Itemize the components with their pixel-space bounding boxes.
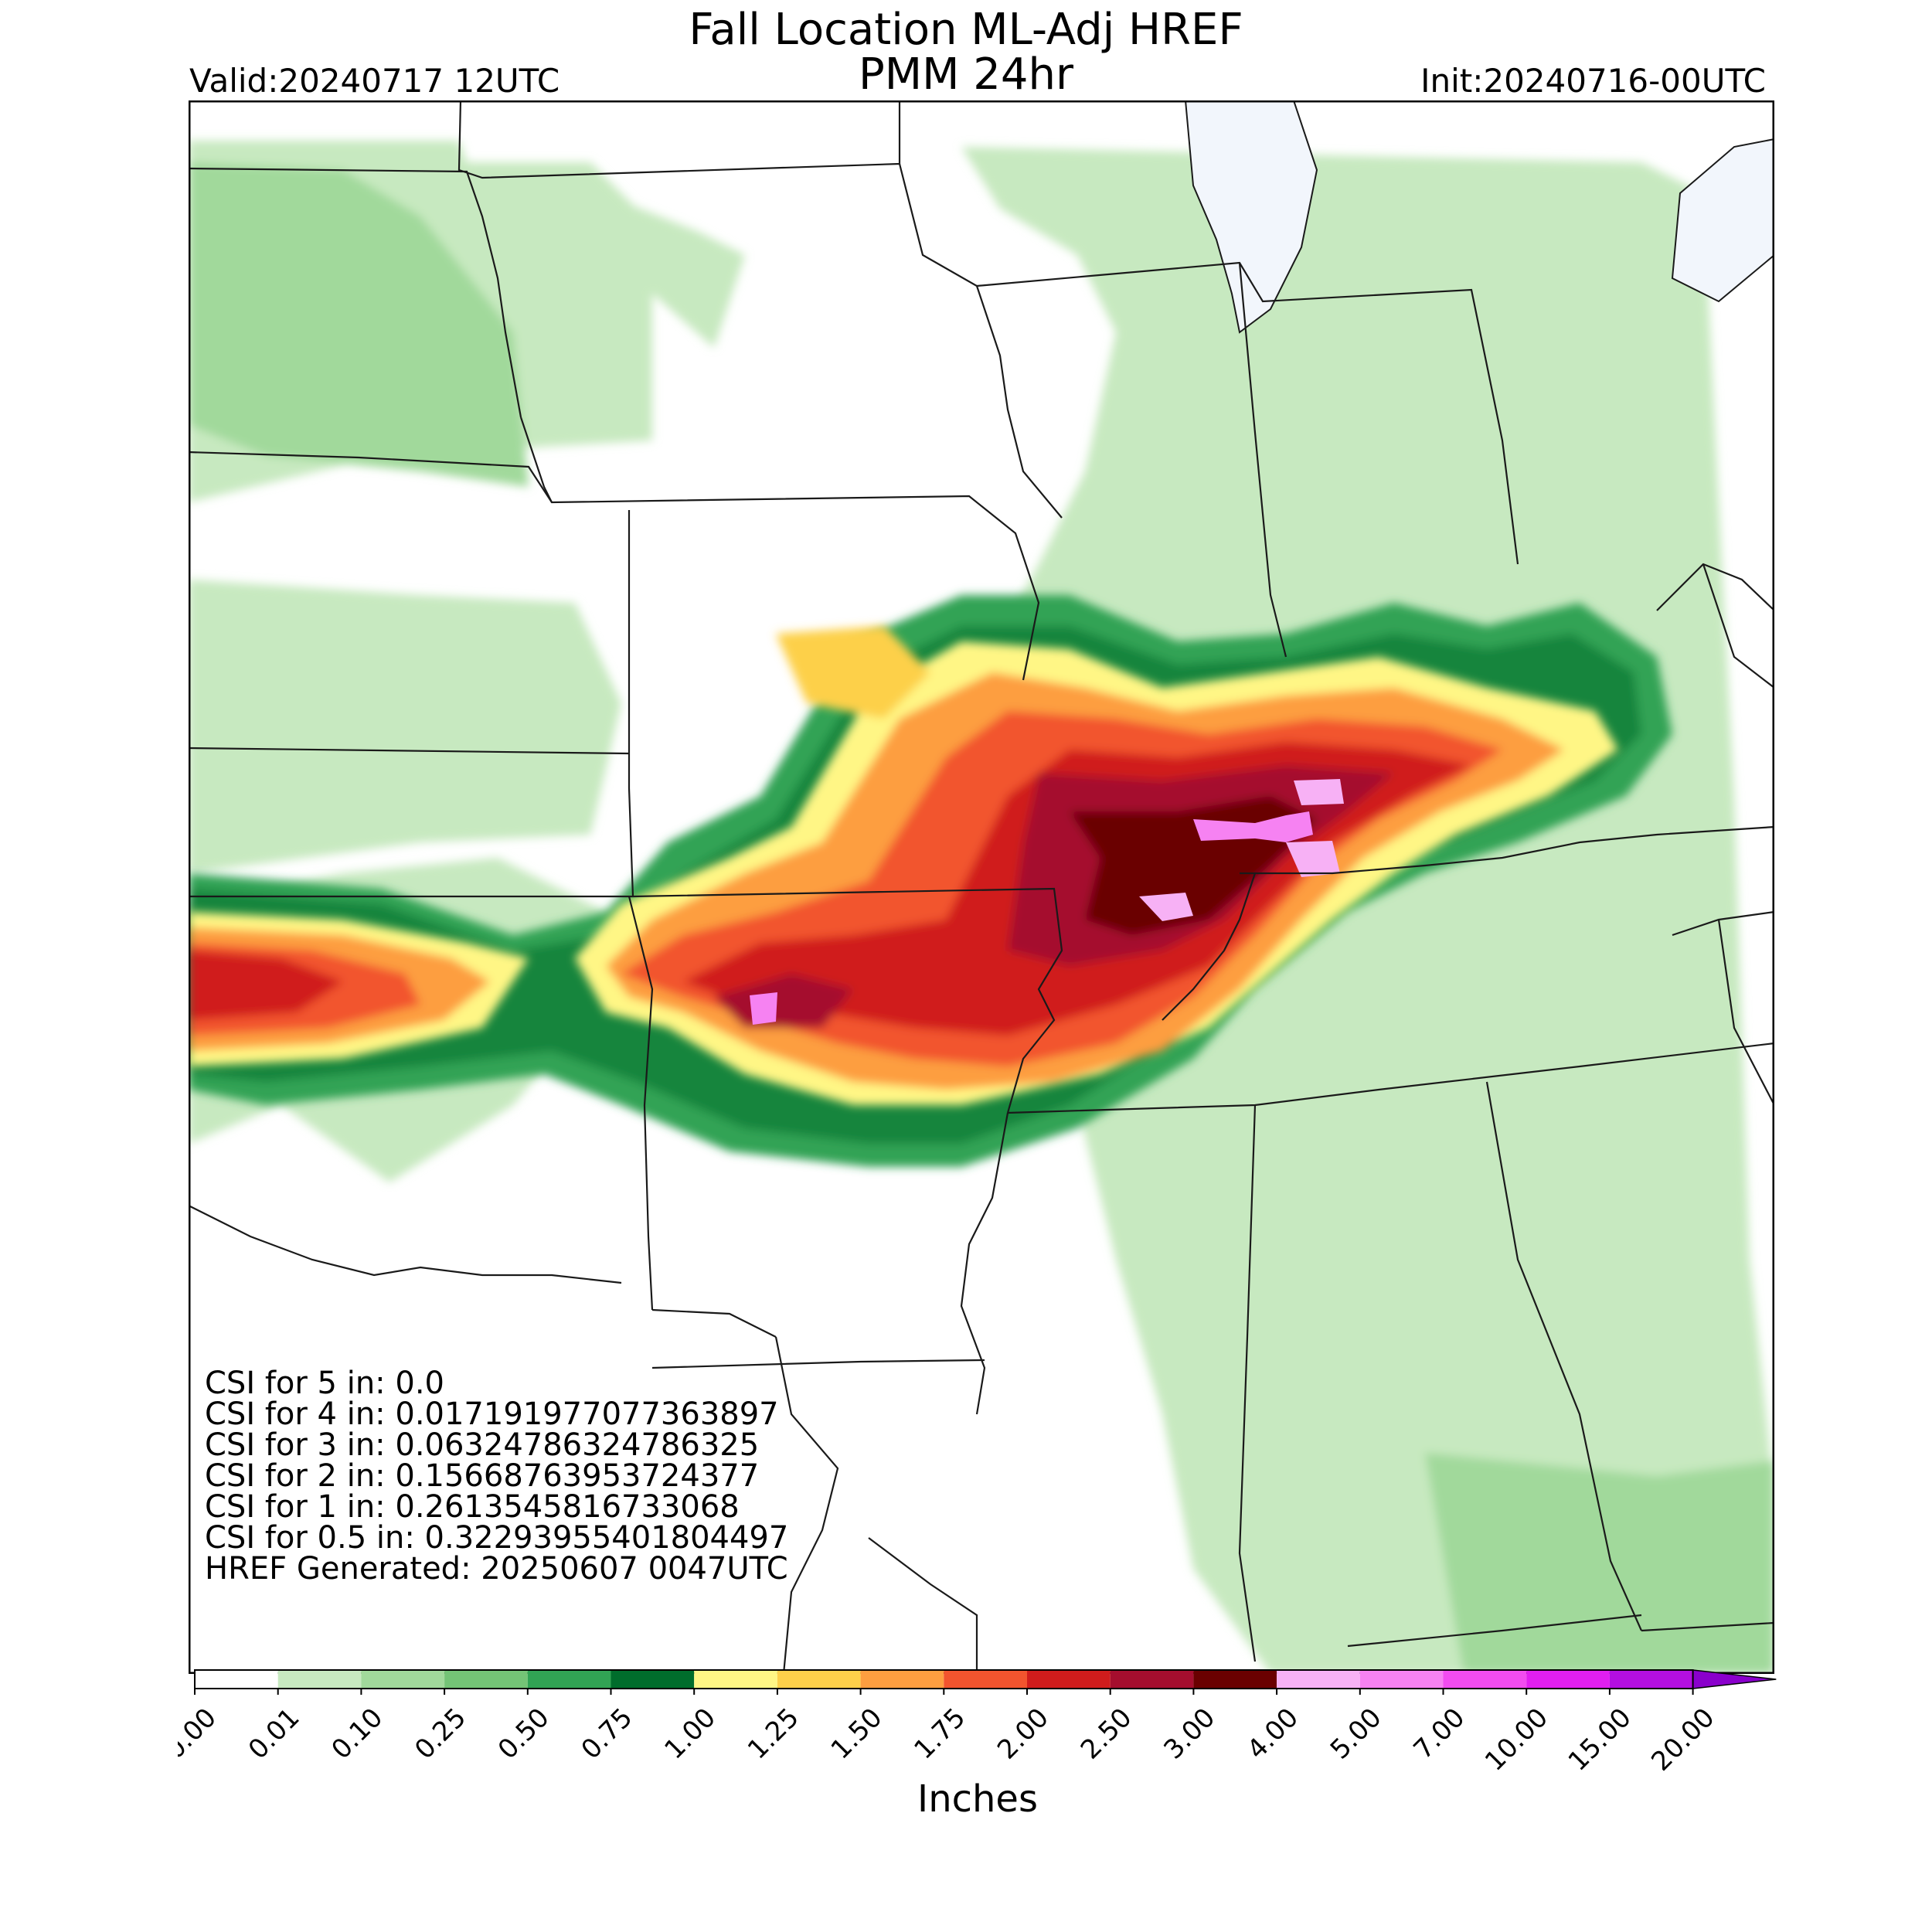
colorbar-tick-label: 3.00 (1158, 1702, 1221, 1766)
colorbar-segment (1027, 1670, 1111, 1689)
colorbar-tick-label: 0.01 (243, 1702, 306, 1766)
colorbar-tick-label: 15.00 (1563, 1702, 1638, 1774)
colorbar-tick-label: 1.50 (825, 1702, 889, 1766)
colorbar-tick-label: 0.00 (178, 1702, 223, 1766)
colorbar-segment (1110, 1670, 1194, 1689)
colorbar-segment (1443, 1670, 1527, 1689)
precip-heavy-layer (189, 626, 1618, 1105)
colorbar-segment (611, 1670, 695, 1689)
lake-michigan (1184, 100, 1318, 334)
colorbar-segment (777, 1670, 861, 1689)
csi-5in-label: CSI for 5 in: 0.0 (205, 1366, 444, 1401)
colorbar-segment (1359, 1670, 1444, 1689)
href-generated-label: HREF Generated: 20250607 0047UTC (205, 1551, 788, 1587)
csi-2in-label: CSI for 2 in: 0.15668763953724377 (205, 1458, 760, 1494)
lake-huron (1671, 138, 1774, 303)
csi-3in-label: CSI for 3 in: 0.06324786324786325 (205, 1427, 760, 1463)
colorbar-tick-label: 10.00 (1479, 1702, 1554, 1774)
init-time-label: Init:20240716-00UTC (1420, 62, 1766, 100)
colorbar-extend-arrow (1692, 1669, 1777, 1689)
precipitation-map (189, 100, 1774, 1674)
precip-extreme-layer (750, 779, 1344, 1025)
colorbar-segment (195, 1670, 278, 1689)
colorbar-segment (1277, 1670, 1360, 1689)
map-title: Fall Location ML-Adj HREF (689, 5, 1243, 55)
colorbar-tick-label: 2.50 (1075, 1702, 1138, 1766)
statistics-box: CSI for 5 in: 0.0 CSI for 4 in: 0.017191… (205, 1368, 788, 1584)
colorbar-label: Inches (917, 1777, 1038, 1821)
csi-1in-label: CSI for 1 in: 0.2613545816733068 (205, 1489, 740, 1525)
state-borders (189, 100, 1774, 1674)
colorbar-tick-label: 1.75 (908, 1702, 971, 1766)
colorbar-segment (1193, 1670, 1277, 1689)
map-subtitle: PMM 24hr (859, 49, 1073, 100)
colorbar-tick-label: 2.00 (992, 1702, 1055, 1766)
valid-time-label: Valid:20240717 12UTC (189, 62, 560, 100)
colorbar-tick-label: 1.00 (658, 1702, 722, 1766)
colorbar-segment (860, 1670, 944, 1689)
colorbar-segment (527, 1670, 611, 1689)
colorbar-tick-label: 4.00 (1241, 1702, 1304, 1766)
colorbar-tick-label: 0.25 (409, 1702, 472, 1766)
colorbar-tick-label: 0.50 (492, 1702, 556, 1766)
colorbar-tick-label: 0.75 (576, 1702, 639, 1766)
colorbar-segment (1526, 1670, 1610, 1689)
colorbar-segment (1609, 1670, 1693, 1689)
colorbar: 0.00 0.01 0.10 0.25 0.50 0.75 1.00 1.25 1.50 1.75… (178, 1669, 1777, 1774)
csi-0.5in-label: CSI for 0.5 in: 0.32293955401804497 (205, 1520, 789, 1556)
csi-4in-label: CSI for 4 in: 0.017191977077363897 (205, 1396, 779, 1432)
colorbar-tick-label: 1.25 (742, 1702, 805, 1766)
colorbar-segment (277, 1670, 362, 1689)
colorbar-tick-label: 20.00 (1645, 1702, 1720, 1774)
colorbar-segment (694, 1670, 777, 1689)
colorbar-tick-label: 7.00 (1408, 1702, 1471, 1766)
colorbar-tick-label: 5.00 (1325, 1702, 1388, 1766)
colorbar-segment (944, 1670, 1027, 1689)
colorbar-tick-label: 0.10 (325, 1702, 389, 1766)
colorbar-segment (361, 1670, 445, 1689)
colorbar-segment (444, 1670, 528, 1689)
